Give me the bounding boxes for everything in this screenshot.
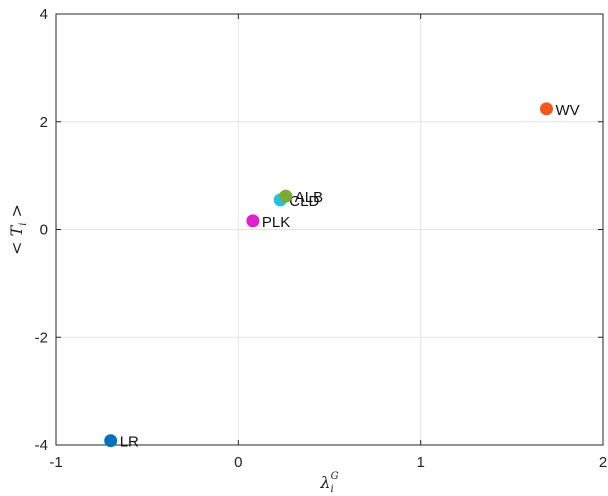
data-point-plk — [246, 214, 260, 228]
x-tick-label: 1 — [416, 454, 424, 471]
data-label-wv: WV — [555, 102, 579, 119]
y-tick-label: -4 — [35, 437, 48, 454]
data-label-plk: PLK — [262, 214, 290, 231]
x-axis-label-base: λ — [319, 473, 330, 492]
x-tick-label: -1 — [49, 454, 62, 471]
y-tick-label: -2 — [35, 329, 48, 346]
x-tick-label: 0 — [234, 454, 242, 471]
y-axis-label-prefix: < — [7, 236, 26, 255]
x-tick-label: 2 — [599, 454, 607, 471]
data-point-lr — [104, 434, 118, 448]
y-axis-label-suffix: > — [7, 204, 26, 223]
data-point-alb — [279, 189, 293, 203]
data-label-lr: LR — [120, 434, 139, 451]
x-axis-label: λiG — [319, 471, 338, 495]
y-tick-label: 0 — [40, 222, 48, 239]
y-axis-label-base: T — [7, 224, 26, 236]
y-axis-label: < Ti > — [7, 204, 29, 255]
axis-ticks: -1 0 1 2 -4 -2 0 2 4 — [35, 6, 608, 471]
y-axis-label-sub: i — [18, 223, 29, 226]
x-axis-label-sup: G — [331, 471, 339, 482]
data-label-cld: CLD — [289, 193, 319, 210]
y-tick-label: 4 — [40, 6, 48, 23]
data-label-alb: ALB — [295, 189, 323, 206]
x-axis-label-sub: i — [330, 484, 333, 495]
y-tick-label: 2 — [40, 114, 48, 131]
data-point-wv — [539, 102, 553, 116]
